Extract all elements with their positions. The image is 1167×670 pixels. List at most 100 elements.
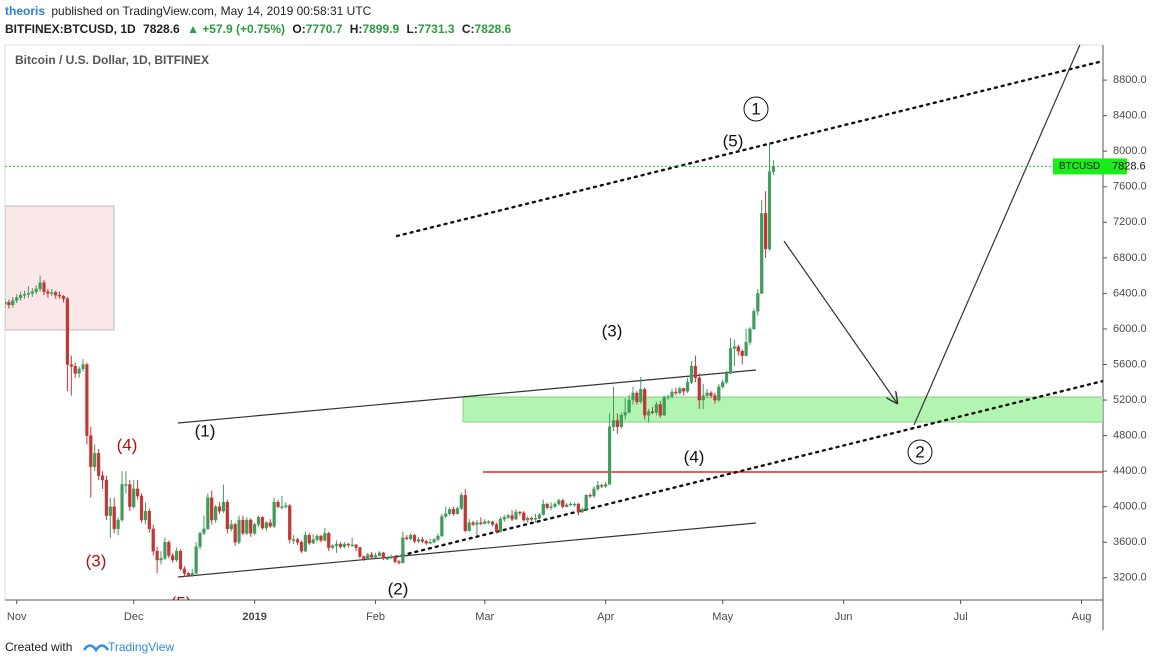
candle-body [448, 509, 452, 514]
y-tick-label: 7200.0 [1113, 216, 1147, 228]
candle-body [61, 295, 66, 299]
candle-body [549, 506, 553, 508]
symbol-line: BITFINEX:BTCUSD, 1D 7828.6 ▲ +57.9 (+0.7… [5, 22, 512, 36]
candle-body [155, 550, 159, 561]
wave-label: (5) [723, 131, 744, 150]
candle-body [139, 495, 144, 521]
candle-body [217, 506, 222, 512]
candle-body [545, 503, 549, 508]
candle-body [615, 420, 619, 427]
candle-body [623, 412, 627, 416]
y-tick-label: 3200.0 [1113, 572, 1147, 584]
candle-body [479, 522, 483, 524]
candle-body [237, 519, 241, 543]
candle-body [744, 342, 748, 356]
wave-label: (2) [388, 579, 409, 598]
footer-created: Created with [5, 640, 72, 654]
last-price: 7828.6 [143, 22, 180, 36]
candle-body [136, 488, 140, 497]
candle-body [373, 555, 378, 558]
candle-body [323, 533, 327, 541]
y-tick-label: 4000.0 [1113, 501, 1147, 513]
candle-body [565, 504, 569, 507]
candle-body [409, 534, 413, 539]
candle-body [424, 541, 428, 544]
candle-body [221, 502, 226, 512]
candle-body [358, 547, 362, 557]
candle-body [514, 511, 518, 520]
axes: 3200.0 3600.0 4000.0 4400.0 4800.0 5200.0 5600… [5, 74, 1147, 623]
candle-body [455, 508, 460, 514]
candle-body [272, 502, 276, 527]
candle-body [167, 542, 171, 556]
candle-body [342, 543, 346, 547]
last-price-tag [1053, 158, 1127, 175]
candle-body [412, 534, 417, 542]
candle-body [721, 382, 725, 387]
candle-body [307, 534, 311, 544]
published: published on TradingView.com, May 14, 20… [51, 4, 371, 18]
wave-label-red: (5) [171, 593, 192, 612]
upper-dotted-channel [395, 59, 1103, 238]
projection-line-up [913, 45, 1081, 426]
wave-label: (3) [602, 321, 623, 340]
candle-body [764, 213, 768, 250]
candle-body [760, 213, 764, 294]
candle-body [73, 366, 77, 374]
candle-body [206, 497, 210, 530]
candle-body [159, 558, 163, 561]
c-label: C: [462, 22, 475, 36]
candle-body [631, 392, 635, 401]
candle-body [26, 293, 31, 295]
candle-body [682, 388, 686, 392]
candle-body [685, 382, 690, 392]
candle-body [366, 554, 370, 560]
candle-body [584, 494, 588, 510]
candle-body [420, 539, 424, 542]
candle-body [658, 404, 662, 416]
candle-body [510, 515, 514, 520]
candle-body [654, 404, 658, 413]
candle-body [65, 298, 70, 365]
y-tick-label: 3600.0 [1113, 536, 1147, 548]
candle-body [276, 502, 280, 507]
candle-body [635, 392, 639, 403]
lower-dotted-channel [393, 379, 1103, 559]
x-tick-label: Jun [835, 611, 853, 623]
candle-body [483, 521, 487, 524]
candle-body [459, 494, 463, 509]
x-tick-label: 2019 [242, 611, 266, 623]
y-tick-label: 6000.0 [1113, 323, 1147, 335]
wave-circle [907, 439, 933, 465]
candle-body [97, 453, 101, 476]
candle-body [561, 500, 565, 507]
candle-body [697, 377, 701, 401]
y-tick-label: 5600.0 [1113, 358, 1147, 370]
projection-arrow-down [783, 240, 897, 403]
c-value: 7828.6 [475, 22, 512, 36]
candle-body [627, 399, 631, 413]
x-tick-label: May [712, 611, 733, 623]
candle-body [370, 554, 374, 558]
candle-body [327, 533, 331, 548]
wave-label: (1) [195, 421, 216, 440]
candle-body [588, 494, 592, 497]
candle-body [498, 518, 502, 532]
candle-body [15, 297, 19, 301]
candle-body [670, 391, 674, 397]
candle-body [619, 414, 623, 427]
y-tick-label: 8400.0 [1113, 110, 1147, 122]
candle-body [490, 521, 495, 525]
candle-body [377, 552, 382, 556]
candle-body [260, 517, 265, 529]
candle-body [526, 518, 530, 521]
y-tick-label: 7600.0 [1113, 181, 1147, 193]
candle-body [147, 510, 151, 530]
candle-body [463, 494, 467, 531]
x-tick-label: Nov [7, 611, 27, 623]
candle-body [182, 568, 187, 574]
candle-body [249, 519, 253, 534]
candle-body [580, 509, 584, 513]
